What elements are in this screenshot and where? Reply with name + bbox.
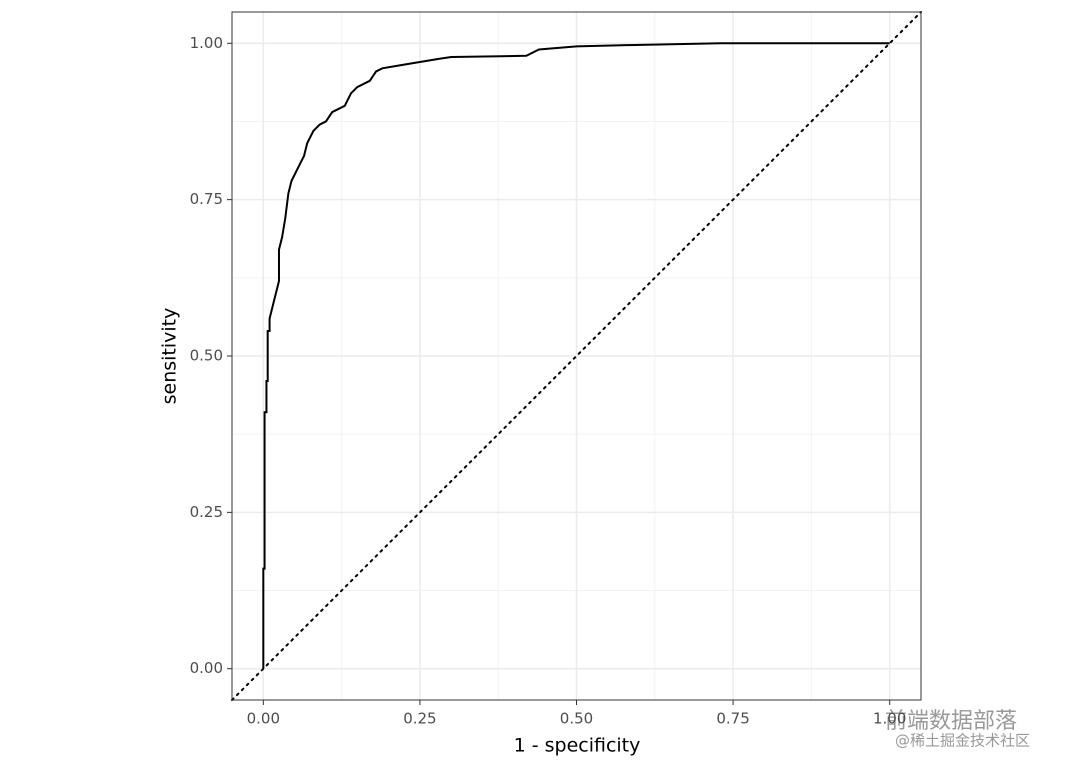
watermark: @稀土掘金技术社区 — [895, 732, 1030, 750]
roc-curve — [262, 42, 890, 669]
y-axis-title: sensitivity — [159, 308, 181, 405]
x-axis-title: 1 - specificity — [514, 735, 641, 757]
reference-line — [231, 11, 922, 701]
x-tick-label: 0.25 — [403, 710, 436, 728]
x-tick-label: 0.75 — [716, 710, 749, 728]
y-tick-label: 0.75 — [190, 190, 223, 208]
y-tick-label: 0.25 — [190, 503, 223, 521]
y-tick-label: 0.00 — [190, 659, 223, 677]
y-tick-label: 0.50 — [190, 347, 223, 365]
x-tick-label: 0.50 — [560, 710, 593, 728]
y-tick-label: 1.00 — [190, 34, 223, 52]
x-tick-label: 0.00 — [247, 710, 280, 728]
panel-border — [231, 11, 922, 701]
watermark: 前端数据部落 — [885, 709, 1017, 734]
x-tick-label: 1.00 — [873, 710, 906, 728]
